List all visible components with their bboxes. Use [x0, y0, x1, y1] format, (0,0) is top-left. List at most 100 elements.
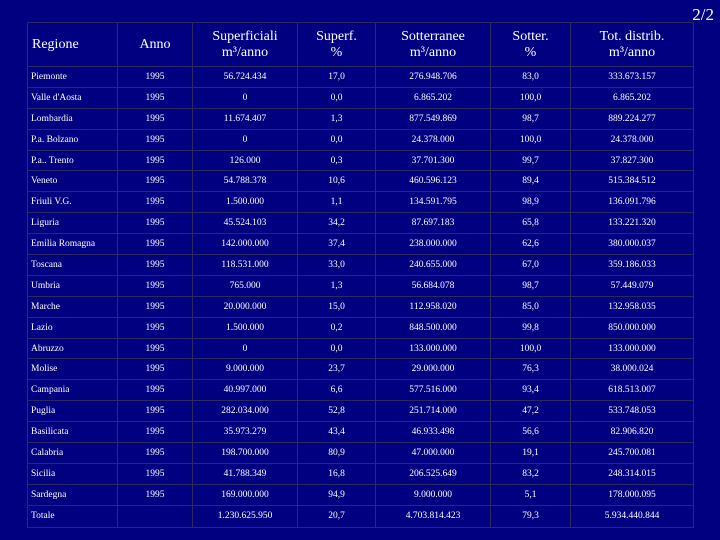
surface-volume-cell: 45.524.103 — [192, 212, 298, 235]
table-row: Valle d'Aosta 1995 0 0,0 6.865.202 100,0 6.865… — [27, 86, 694, 109]
total-distributed-cell: 515.384.512 — [570, 170, 694, 193]
surface-volume-cell: 169.000.000 — [192, 483, 298, 506]
surface-percent-cell: 23,7 — [297, 358, 376, 381]
total-row: Totale 1.230.625.950 20,7 4.703.814.423 79,3… — [27, 504, 694, 528]
total-distributed-cell: 245.700.081 — [570, 442, 694, 464]
total-distributed-cell: 57.449.079 — [570, 274, 694, 297]
table-row: P.a.. Trento 1995 126.000 0,3 37.701.300 99,7… — [27, 149, 694, 172]
year-cell: 1995 — [117, 442, 193, 464]
surface-volume-cell: 0 — [192, 128, 298, 151]
total-ground-percent-cell: 79,3 — [490, 504, 571, 528]
surface-percent-cell: 37,4 — [297, 233, 376, 256]
ground-percent-cell: 83,0 — [490, 66, 571, 88]
ground-percent-cell: 83,2 — [490, 462, 571, 485]
ground-percent-cell: 19,1 — [490, 442, 571, 464]
ground-volume-cell: 134.591.795 — [375, 191, 491, 214]
header-surface-volume: Superficiali m³/anno — [192, 22, 298, 67]
ground-percent-cell: 100,0 — [490, 337, 571, 360]
surface-volume-cell: 126.000 — [192, 149, 298, 172]
table-row: Liguria 1995 45.524.103 34,2 87.697.183 65,8 1… — [27, 212, 694, 235]
table-row: P.a. Bolzano 1995 0 0,0 24.378.000 100,0 24.37… — [27, 128, 694, 151]
header-ground-percent-label: Sotter. — [512, 28, 549, 44]
ground-percent-cell: 99,7 — [490, 149, 571, 172]
ground-percent-cell: 89,4 — [490, 170, 571, 193]
ground-volume-cell: 37.701.300 — [375, 149, 491, 172]
total-distributed-cell: 136.091.796 — [570, 191, 694, 214]
year-cell: 1995 — [117, 66, 193, 88]
table-body: Piemonte 1995 56.724.434 17,0 276.948.706 83,… — [27, 66, 694, 528]
surface-volume-cell: 20.000.000 — [192, 295, 298, 318]
surface-percent-cell: 94,9 — [297, 483, 376, 506]
total-distributed-cell: 82.906.820 — [570, 421, 694, 444]
surface-volume-cell: 142.000.000 — [192, 233, 298, 256]
header-total-distributed-label: Tot. distrib. — [599, 28, 665, 44]
ground-percent-cell: 93,4 — [490, 379, 571, 402]
year-cell: 1995 — [117, 358, 193, 381]
surface-percent-cell: 1,3 — [297, 107, 376, 130]
table-row: Toscana 1995 118.531.000 33,0 240.655.000 67,… — [27, 254, 694, 276]
table-row: Lombardia 1995 11.674.407 1,3 877.549.869 98,… — [27, 107, 694, 130]
table-row: Campania 1995 40.997.000 6,6 577.516.000 93,4… — [27, 379, 694, 402]
table-row: Sicilia 1995 41.788.349 16,8 206.525.649 83,2… — [27, 462, 694, 485]
ground-volume-cell: 240.655.000 — [375, 254, 491, 276]
region-cell: Emilia Romagna — [27, 233, 118, 256]
table-row: Friuli V.G. 1995 1.500.000 1,1 134.591.795 98… — [27, 191, 694, 214]
table-row: Sardegna 1995 169.000.000 94,9 9.000.000 5,1 1… — [27, 483, 694, 506]
table-row: Piemonte 1995 56.724.434 17,0 276.948.706 83,… — [27, 66, 694, 88]
surface-percent-cell: 0,3 — [297, 149, 376, 172]
region-cell: Sardegna — [27, 483, 118, 506]
year-cell: 1995 — [117, 191, 193, 214]
header-total-distributed-unit: m³/anno — [608, 44, 656, 60]
total-distributed-cell: 133.000.000 — [570, 337, 694, 360]
year-cell: 1995 — [117, 274, 193, 297]
surface-percent-cell: 0,0 — [297, 86, 376, 109]
total-distributed-cell: 178.000.095 — [570, 483, 694, 506]
ground-percent-cell: 5,1 — [490, 483, 571, 506]
ground-volume-cell: 56.684.078 — [375, 274, 491, 297]
ground-volume-cell: 133.000.000 — [375, 337, 491, 360]
header-row: Regione Anno Superficiali m³/anno Superf.% So… — [27, 22, 694, 67]
surface-volume-cell: 1.500.000 — [192, 316, 298, 339]
table-row: Lazio 1995 1.500.000 0,2 848.500.000 99,8 850.… — [27, 316, 694, 339]
year-cell: 1995 — [117, 233, 193, 256]
total-distributed-cell: 533.748.053 — [570, 400, 694, 423]
total-distributed-cell: 359.186.033 — [570, 254, 694, 276]
total-distributed-cell: 380.000.037 — [570, 233, 694, 256]
total-year-cell — [117, 504, 193, 528]
total-distributed-cell: 132.958.035 — [570, 295, 694, 318]
ground-volume-cell: 29.000.000 — [375, 358, 491, 381]
surface-volume-cell: 0 — [192, 337, 298, 360]
total-total-distributed-cell: 5.934.440.844 — [570, 504, 694, 528]
surface-percent-cell: 16,8 — [297, 462, 376, 485]
surface-volume-cell: 0 — [192, 86, 298, 109]
surface-volume-cell: 54.788.378 — [192, 170, 298, 193]
ground-volume-cell: 87.697.183 — [375, 212, 491, 235]
ground-volume-cell: 251.714.000 — [375, 400, 491, 423]
total-distributed-cell: 24.378.000 — [570, 128, 694, 151]
surface-percent-cell: 10,6 — [297, 170, 376, 193]
surface-volume-cell: 198.700.000 — [192, 442, 298, 464]
region-cell: Liguria — [27, 212, 118, 235]
table-row: Umbria 1995 765.000 1,3 56.684.078 98,7 57.449… — [27, 274, 694, 297]
region-cell: Marche — [27, 295, 118, 318]
header-surface-volume-unit: m³/anno — [221, 44, 269, 60]
region-cell: Sicilia — [27, 462, 118, 485]
year-cell: 1995 — [117, 462, 193, 485]
surface-volume-cell: 1.500.000 — [192, 191, 298, 214]
ground-percent-cell: 98,7 — [490, 274, 571, 297]
year-cell: 1995 — [117, 483, 193, 506]
surface-volume-cell: 9.000.000 — [192, 358, 298, 381]
surface-volume-cell: 11.674.407 — [192, 107, 298, 130]
water-distribution-table: Regione Anno Superficiali m³/anno Superf.% So… — [27, 22, 694, 528]
surface-percent-cell: 1,3 — [297, 274, 376, 297]
ground-volume-cell: 577.516.000 — [375, 379, 491, 402]
region-cell: Friuli V.G. — [27, 191, 118, 214]
total-distributed-cell: 37.827.300 — [570, 149, 694, 172]
ground-volume-cell: 24.378.000 — [375, 128, 491, 151]
table-row: Veneto 1995 54.788.378 10,6 460.596.123 89,4 5… — [27, 170, 694, 193]
surface-percent-cell: 17,0 — [297, 66, 376, 88]
surface-percent-cell: 80,9 — [297, 442, 376, 464]
ground-percent-cell: 99,8 — [490, 316, 571, 339]
year-cell: 1995 — [117, 170, 193, 193]
